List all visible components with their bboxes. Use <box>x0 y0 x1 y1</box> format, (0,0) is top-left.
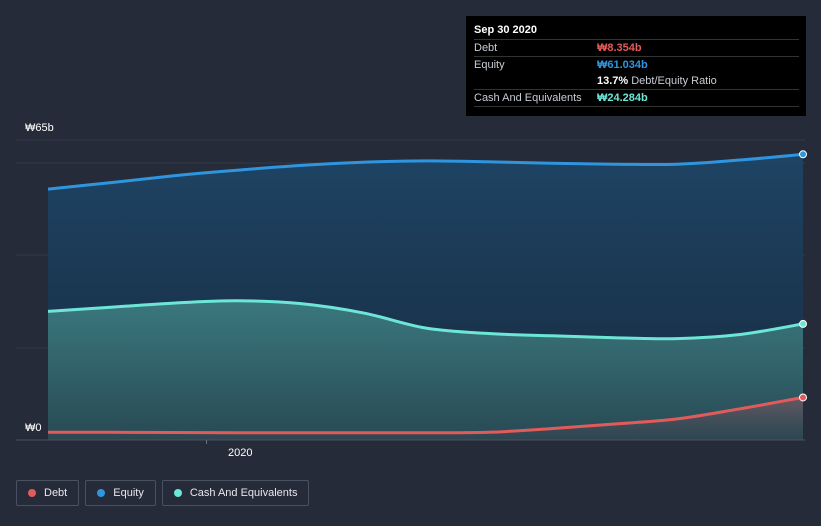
tooltip-debt-label: Debt <box>474 42 498 54</box>
legend-debt-label: Debt <box>44 487 68 499</box>
legend-cash-label: Cash And Equivalents <box>189 487 298 499</box>
equity-line <box>47 152 804 191</box>
equity-end-point[interactable] <box>799 150 807 159</box>
y-tick-label-max: ₩65b <box>25 122 54 134</box>
tooltip-row-debt: Debt ₩8.354b <box>474 39 799 56</box>
tooltip-debt-value: ₩8.354b <box>597 42 642 54</box>
legend: Debt Equity Cash And Equivalents <box>16 480 310 506</box>
legend-item-equity[interactable]: Equity <box>85 480 156 506</box>
debt-line <box>48 395 804 435</box>
tooltip-date: Sep 30 2020 <box>474 24 537 36</box>
legend-debt-dot <box>28 489 36 497</box>
tooltip-ratio-spacer <box>474 73 597 89</box>
tooltip-row-cash: Cash And Equivalents ₩24.284b <box>474 89 799 107</box>
tooltip-cash-value: ₩24.284b <box>597 92 648 104</box>
tooltip-cash-label: Cash And Equivalents <box>474 92 582 104</box>
cash-line <box>47 299 804 341</box>
tooltip-row-equity: Equity ₩61.034b <box>474 56 799 73</box>
debt-end-point[interactable] <box>799 393 807 402</box>
tooltip-panel: Sep 30 2020 Debt ₩8.354b Equity ₩61.034b… <box>466 16 806 116</box>
tooltip-ratio-value: 13.7% <box>597 75 629 87</box>
legend-cash-dot <box>173 489 182 497</box>
legend-item-cash[interactable]: Cash And Equivalents <box>161 480 310 506</box>
y-tick-label-min: ₩0 <box>25 422 42 434</box>
cash-area <box>48 300 803 440</box>
x-tick-label-2020: 2020 <box>228 447 253 459</box>
tooltip-ratio-label: Debt/Equity Ratio <box>631 75 717 87</box>
tooltip-row-ratio: 13.7% Debt/Equity Ratio <box>474 73 799 89</box>
legend-equity-dot <box>97 489 106 497</box>
tooltip-equity-value: ₩61.034b <box>597 59 648 71</box>
debt-area <box>48 397 803 440</box>
tooltip-equity-label: Equity <box>474 59 505 71</box>
cash-end-point[interactable] <box>799 319 807 328</box>
legend-item-debt[interactable]: Debt <box>16 480 80 506</box>
legend-equity-label: Equity <box>113 487 144 499</box>
